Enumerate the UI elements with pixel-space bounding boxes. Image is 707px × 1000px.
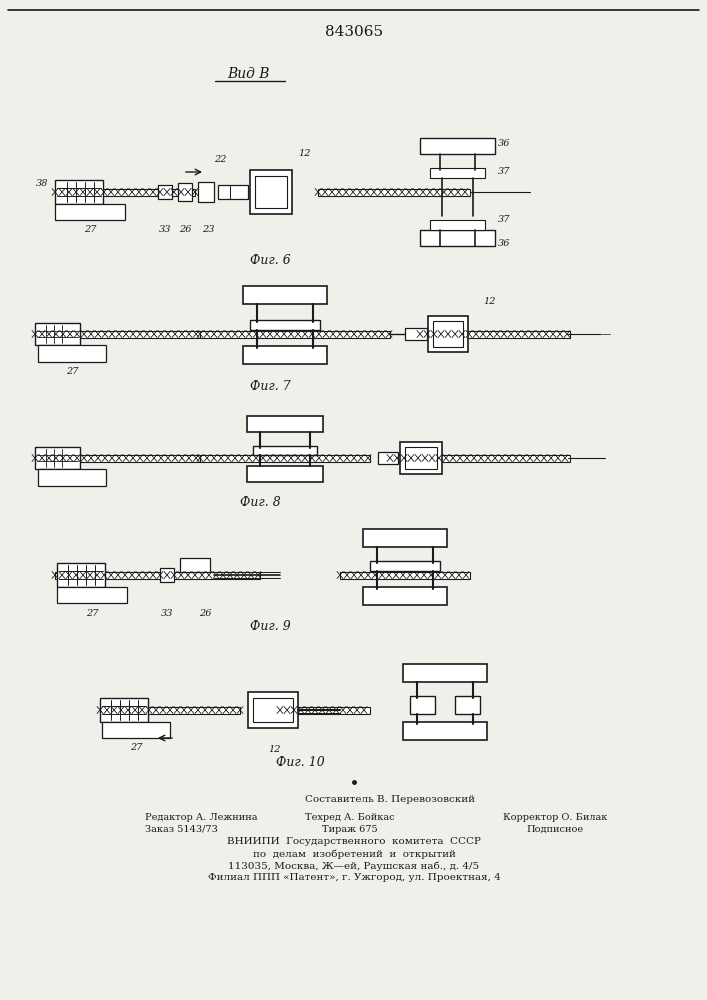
- Text: 843065: 843065: [325, 25, 383, 39]
- Text: Фиг. 7: Фиг. 7: [250, 379, 291, 392]
- Bar: [455, 696, 480, 714]
- Text: 113035, Москва, Ж—ей, Раушская наб., д. 4/5: 113035, Москва, Ж—ей, Раушская наб., д. …: [228, 861, 479, 871]
- Text: 36: 36: [498, 239, 510, 248]
- Bar: [433, 321, 463, 347]
- Text: 27: 27: [83, 226, 96, 234]
- Bar: [178, 183, 192, 201]
- Bar: [35, 330, 200, 338]
- Bar: [200, 330, 390, 338]
- Text: 33: 33: [160, 608, 173, 617]
- Bar: [218, 185, 248, 199]
- Bar: [403, 722, 487, 740]
- Text: Составитель В. Перевозовский: Составитель В. Перевозовский: [305, 796, 475, 804]
- Text: 33: 33: [159, 226, 171, 234]
- Bar: [255, 176, 287, 208]
- Bar: [340, 572, 470, 578]
- Bar: [57, 587, 127, 603]
- Text: по  делам  изобретений  и  открытий: по делам изобретений и открытий: [252, 849, 455, 859]
- Text: Фиг. 6: Фиг. 6: [250, 253, 291, 266]
- Text: Филиал ППП «Патент», г. Ужгород, ул. Проектная, 4: Филиал ППП «Патент», г. Ужгород, ул. Про…: [208, 874, 501, 882]
- Bar: [55, 188, 195, 196]
- Bar: [243, 286, 327, 304]
- Text: Вид В: Вид В: [227, 67, 269, 81]
- Bar: [200, 454, 370, 462]
- Text: ВНИИПИ  Государственного  комитета  СССР: ВНИИПИ Государственного комитета СССР: [227, 838, 481, 846]
- Bar: [35, 323, 80, 345]
- Bar: [410, 696, 435, 714]
- Text: Подписное: Подписное: [527, 824, 583, 834]
- Bar: [35, 454, 200, 462]
- Bar: [247, 416, 323, 432]
- Bar: [378, 452, 398, 464]
- Text: 12: 12: [269, 746, 281, 754]
- Bar: [100, 706, 240, 714]
- Bar: [363, 529, 447, 547]
- Text: 27: 27: [66, 367, 78, 376]
- Bar: [38, 469, 106, 486]
- Text: Заказ 5143/73: Заказ 5143/73: [145, 824, 218, 834]
- Bar: [250, 170, 292, 214]
- Bar: [247, 466, 323, 482]
- Bar: [55, 204, 125, 220]
- Bar: [430, 220, 485, 230]
- Text: 27: 27: [130, 744, 142, 752]
- Text: 27: 27: [86, 608, 98, 617]
- Bar: [428, 316, 468, 352]
- Bar: [403, 664, 487, 682]
- Text: Редактор А. Лежнина: Редактор А. Лежнина: [145, 812, 257, 822]
- Bar: [318, 188, 470, 196]
- Text: 23: 23: [201, 226, 214, 234]
- Bar: [280, 706, 370, 714]
- Bar: [405, 447, 437, 469]
- Bar: [57, 563, 105, 587]
- Bar: [400, 442, 442, 474]
- Text: Техред А. Бойкас: Техред А. Бойкас: [305, 812, 395, 822]
- Bar: [160, 568, 174, 582]
- Bar: [248, 692, 298, 728]
- Bar: [35, 447, 80, 469]
- Bar: [180, 558, 210, 572]
- Bar: [390, 454, 570, 462]
- Bar: [253, 446, 317, 455]
- Text: 26: 26: [179, 226, 192, 234]
- Bar: [158, 185, 172, 199]
- Text: 37: 37: [498, 167, 510, 176]
- Text: Тираж 675: Тираж 675: [322, 824, 378, 834]
- Bar: [370, 561, 440, 571]
- Bar: [250, 320, 320, 330]
- Bar: [55, 180, 103, 204]
- Bar: [55, 572, 260, 578]
- Text: Фиг. 9: Фиг. 9: [250, 620, 291, 634]
- Text: 22: 22: [214, 155, 226, 164]
- Text: 37: 37: [498, 216, 510, 225]
- Bar: [102, 722, 170, 738]
- Bar: [405, 328, 427, 340]
- Bar: [243, 346, 327, 364]
- Text: 36: 36: [498, 139, 510, 148]
- Bar: [420, 230, 495, 246]
- Text: 26: 26: [199, 608, 211, 617]
- Text: Фиг. 10: Фиг. 10: [276, 756, 325, 768]
- Bar: [38, 345, 106, 362]
- Bar: [198, 182, 214, 202]
- Text: 38: 38: [35, 180, 48, 188]
- Bar: [253, 698, 293, 722]
- Bar: [430, 168, 485, 178]
- Bar: [420, 138, 495, 154]
- Text: Фиг. 8: Фиг. 8: [240, 495, 281, 508]
- Bar: [363, 587, 447, 605]
- Text: 12: 12: [299, 149, 311, 158]
- Text: 12: 12: [484, 298, 496, 306]
- Bar: [100, 698, 148, 722]
- Bar: [420, 330, 570, 338]
- Text: Корректор О. Билак: Корректор О. Билак: [503, 812, 607, 822]
